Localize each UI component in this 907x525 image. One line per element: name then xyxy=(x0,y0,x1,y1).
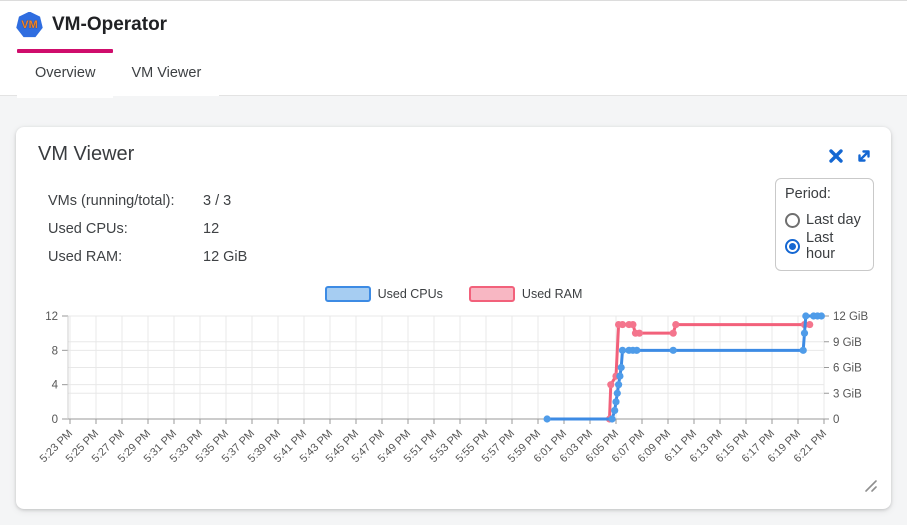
stat-row-vms: VMs (running/total): 3 / 3 xyxy=(48,187,247,215)
svg-text:12 GiB: 12 GiB xyxy=(833,311,868,323)
legend-item-used-cpus[interactable]: Used CPUs xyxy=(324,286,443,302)
radio-label: Last day xyxy=(806,212,861,228)
chart-legend: Used CPUs Used RAM xyxy=(16,285,891,303)
period-group: Period: Last day Last hour xyxy=(775,178,874,271)
svg-text:8: 8 xyxy=(52,345,58,357)
ram-legend-swatch xyxy=(468,286,515,302)
stat-label: Used CPUs: xyxy=(48,221,128,237)
tab-overview[interactable]: Overview xyxy=(17,49,114,96)
svg-text:0: 0 xyxy=(52,414,58,426)
panel-title: VM Viewer xyxy=(38,143,135,165)
svg-text:4: 4 xyxy=(52,380,59,392)
vm-stats: VMs (running/total): 3 / 3 Used CPUs: 12… xyxy=(48,187,247,271)
svg-text:6 GiB: 6 GiB xyxy=(833,363,862,375)
svg-text:3 GiB: 3 GiB xyxy=(833,388,862,400)
radio-selected-icon xyxy=(785,238,800,254)
stat-row-cpus: Used CPUs: 12 xyxy=(48,215,247,243)
stat-value: 12 xyxy=(203,221,220,237)
stat-row-ram: Used RAM: 12 GiB xyxy=(48,243,247,271)
radio-last-day[interactable]: Last day xyxy=(785,207,864,233)
app-logo-icon: VM xyxy=(16,11,43,38)
radio-unselected-icon xyxy=(785,212,800,228)
app-title: VM-Operator xyxy=(52,14,168,35)
chart-plot-area: 5:23 PM5:25 PM5:27 PM5:29 PM5:31 PM5:33 … xyxy=(38,311,869,465)
panel-actions xyxy=(827,147,873,165)
active-tab-indicator xyxy=(17,49,114,53)
stat-value: 3 / 3 xyxy=(203,193,232,209)
stat-label: Used RAM: xyxy=(48,249,123,265)
tab-overview-label: Overview xyxy=(35,64,96,81)
legend-label: Used RAM xyxy=(521,287,583,301)
panel-header: VM Viewer xyxy=(16,127,891,166)
legend-item-used-ram[interactable]: Used RAM xyxy=(468,286,583,302)
svg-text:12: 12 xyxy=(45,311,58,323)
resize-handle-icon[interactable] xyxy=(862,477,878,498)
vm-viewer-panel: VM Viewer VMs (running/total): 3 / 3 xyxy=(16,127,891,509)
radio-label: Last hour xyxy=(806,230,836,262)
radio-last-hour[interactable]: Last hour xyxy=(785,230,864,262)
legend-label: Used CPUs xyxy=(377,287,443,301)
period-label: Period: xyxy=(785,186,831,202)
brand-row: VM VM-Operator xyxy=(0,1,907,49)
tab-vm-viewer[interactable]: VM Viewer xyxy=(113,49,220,96)
stat-value: 12 GiB xyxy=(203,249,248,265)
logo-text: VM xyxy=(21,19,38,31)
expand-icon[interactable] xyxy=(855,147,873,165)
tab-bar: Overview VM Viewer xyxy=(0,49,907,96)
stat-label: VMs (running/total): xyxy=(48,193,175,209)
app-header: VM VM-Operator Overview VM Viewer xyxy=(0,0,907,96)
close-icon[interactable] xyxy=(827,147,845,165)
svg-text:0: 0 xyxy=(833,414,839,426)
usage-chart: Used CPUs Used RAM 5:23 PM 5:25 PM 5:27 PM… xyxy=(16,285,891,488)
tab-vm-viewer-label: VM Viewer xyxy=(131,64,202,81)
cpu-legend-swatch xyxy=(324,286,371,302)
svg-text:9 GiB: 9 GiB xyxy=(833,337,862,349)
